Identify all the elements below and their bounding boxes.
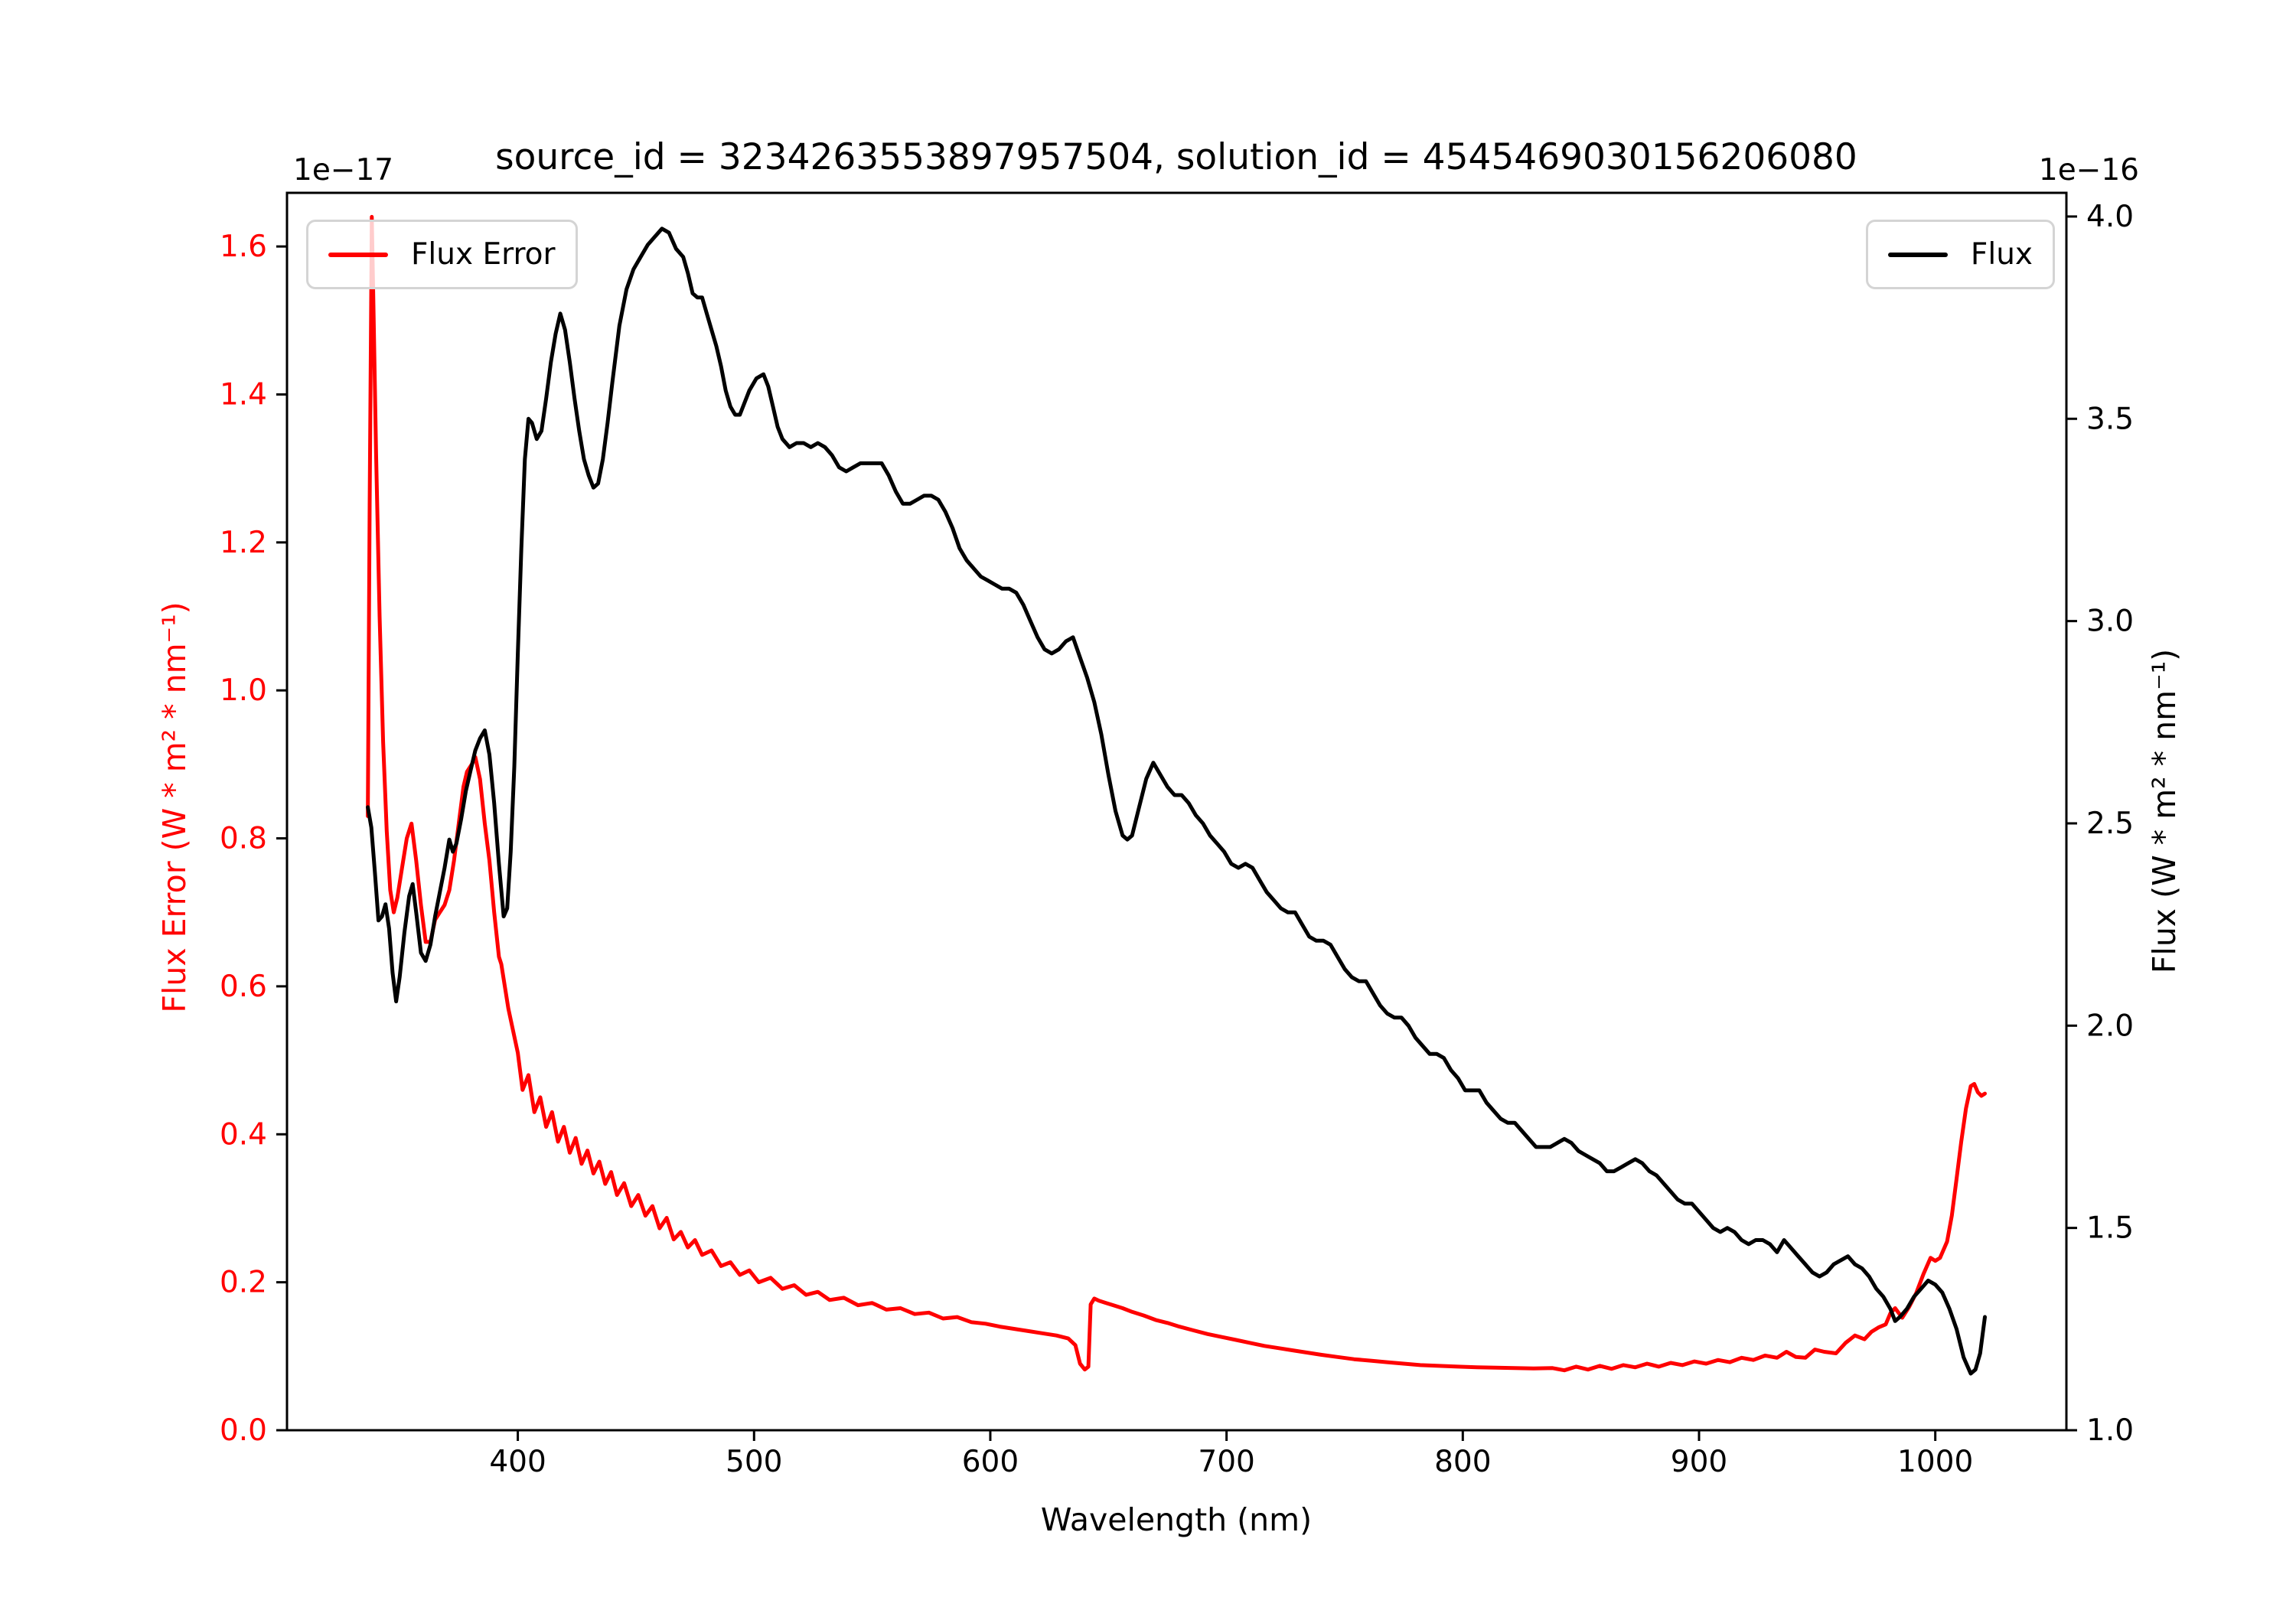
flux-error-line-sample <box>328 252 388 257</box>
x-axis-label: Wavelength (nm) <box>1040 1501 1313 1538</box>
right-y-tick-label: 1.0 <box>2086 1413 2134 1448</box>
left-y-tick-label: 0.0 <box>220 1413 267 1448</box>
right-y-tick-label: 2.5 <box>2086 807 2134 841</box>
flux-line <box>366 227 1987 1376</box>
x-tick-label: 600 <box>962 1445 1019 1479</box>
right-y-tick-label: 1.5 <box>2086 1211 2134 1246</box>
right-y-tick-label: 2.0 <box>2086 1009 2134 1043</box>
legend-flux-error: Flux Error <box>306 220 578 289</box>
legend-flux-label: Flux <box>1970 237 2033 272</box>
legend-flux: Flux <box>1865 220 2055 289</box>
plot-spines <box>285 191 2068 1432</box>
right-y-axis-label: Flux (W * m² * nm⁻¹) <box>2146 648 2183 974</box>
right-y-tick-label: 4.0 <box>2086 200 2134 234</box>
left-y-tick-label: 0.4 <box>220 1117 267 1152</box>
left-y-tick-label: 0.2 <box>220 1266 267 1300</box>
left-axis-offset-text: 1e−17 <box>293 153 394 187</box>
x-tick-label: 400 <box>489 1445 546 1479</box>
x-tick-label: 1000 <box>1897 1445 1973 1479</box>
left-y-tick-label: 1.4 <box>220 377 267 412</box>
x-tick-label: 500 <box>726 1445 782 1479</box>
chart-title: source_id = 3234263553897957504, solutio… <box>495 136 1857 178</box>
flux-error-line <box>366 214 1987 1373</box>
flux-line-sample <box>1887 252 1948 257</box>
legend-flux-error-label: Flux Error <box>411 237 556 272</box>
left-y-tick-label: 1.0 <box>220 673 267 708</box>
left-y-tick-label: 1.2 <box>220 526 267 560</box>
right-y-tick-label: 3.0 <box>2086 605 2134 639</box>
right-axis-offset-text: 1e−16 <box>2038 153 2139 187</box>
left-y-tick-label: 0.8 <box>220 822 267 856</box>
left-y-axis-label: Flux Error (W * m² * nm⁻¹) <box>156 601 193 1013</box>
x-tick-label: 800 <box>1434 1445 1491 1479</box>
right-y-tick-label: 3.5 <box>2086 402 2134 436</box>
left-y-tick-label: 0.6 <box>220 970 267 1004</box>
x-tick-label: 700 <box>1198 1445 1254 1479</box>
x-tick-label: 900 <box>1671 1445 1727 1479</box>
left-y-tick-label: 1.6 <box>220 230 267 264</box>
